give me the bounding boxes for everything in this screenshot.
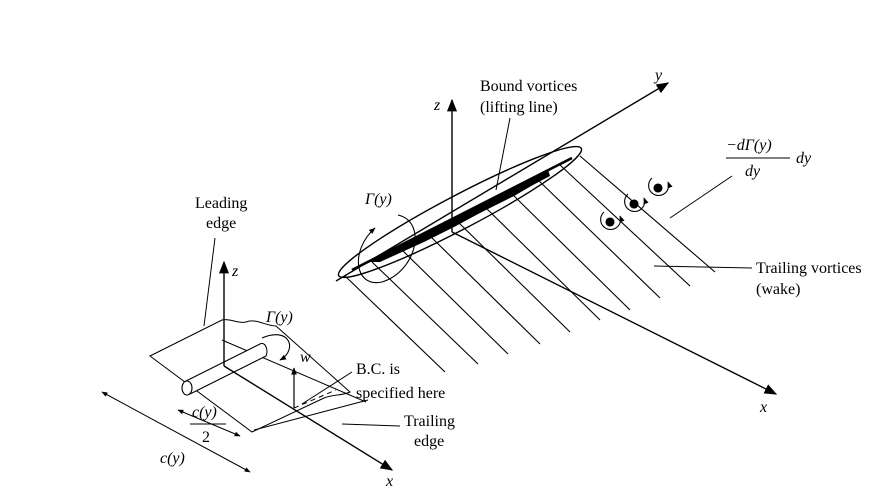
dgamma-dy: dy — [796, 150, 812, 167]
trailing-vortices-label-1: Trailing vortices — [756, 260, 862, 277]
z-axis-label-section: z — [231, 263, 239, 280]
wing-planform — [335, 82, 778, 395]
bc-dashed-line — [293, 389, 337, 409]
half-chord-numerator: c(y) — [192, 404, 217, 421]
dgamma-leader — [669, 175, 733, 219]
dgamma-denominator: dy — [745, 163, 761, 180]
trailing-vortices-leader — [653, 265, 753, 269]
trailing-vortices-label-2: (wake) — [756, 281, 800, 298]
x-axis-label-section: x — [385, 473, 393, 490]
dgamma-numerator: −dΓ(y) — [726, 137, 772, 154]
x-axis-section — [223, 365, 394, 471]
wing-ellipse — [337, 145, 583, 279]
bound-vortex-leader — [495, 117, 511, 191]
bc-label-1: B.C. is — [356, 361, 400, 378]
bound-vortices-label-2: (lifting line) — [480, 99, 558, 116]
gamma-label-main: Γ(y) — [364, 191, 392, 208]
y-axis-main — [335, 82, 670, 282]
trailing-vortex-swirls — [600, 177, 673, 230]
circulation-arrow-section — [261, 334, 291, 361]
circulation-arrow-main — [357, 214, 416, 284]
bc-label-2: specified here — [356, 385, 445, 402]
trailing-edge-line — [253, 399, 369, 431]
trailing-edge-label-2: edge — [414, 433, 444, 450]
trailing-edge-label-1: Trailing — [404, 413, 455, 430]
dgamma-fraction: −dΓ(y) dy dy — [726, 137, 812, 180]
w-label: w — [300, 349, 311, 366]
gamma-label-section: Γ(y) — [265, 309, 293, 326]
chord-dimension — [101, 391, 251, 473]
x-axis-main — [451, 231, 778, 395]
x-axis-label-main: x — [759, 399, 767, 416]
airfoil-section — [101, 237, 401, 473]
leading-edge-leader — [203, 237, 216, 327]
chord-label: c(y) — [160, 450, 185, 467]
bound-vortex-band — [351, 156, 573, 272]
trailing-edge-leader — [341, 423, 401, 427]
chord-sheet — [149, 319, 351, 433]
bound-vortices-label-1: Bound vortices — [480, 78, 577, 95]
leading-edge-label-2: edge — [206, 215, 236, 232]
z-axis-label-main: z — [433, 97, 441, 114]
half-chord-denominator: 2 — [202, 429, 210, 446]
bc-leader — [301, 371, 353, 405]
half-chord-fraction: c(y) 2 — [190, 404, 226, 446]
y-axis-label-main: y — [653, 67, 663, 84]
leading-edge-label-1: Leading — [195, 195, 247, 212]
